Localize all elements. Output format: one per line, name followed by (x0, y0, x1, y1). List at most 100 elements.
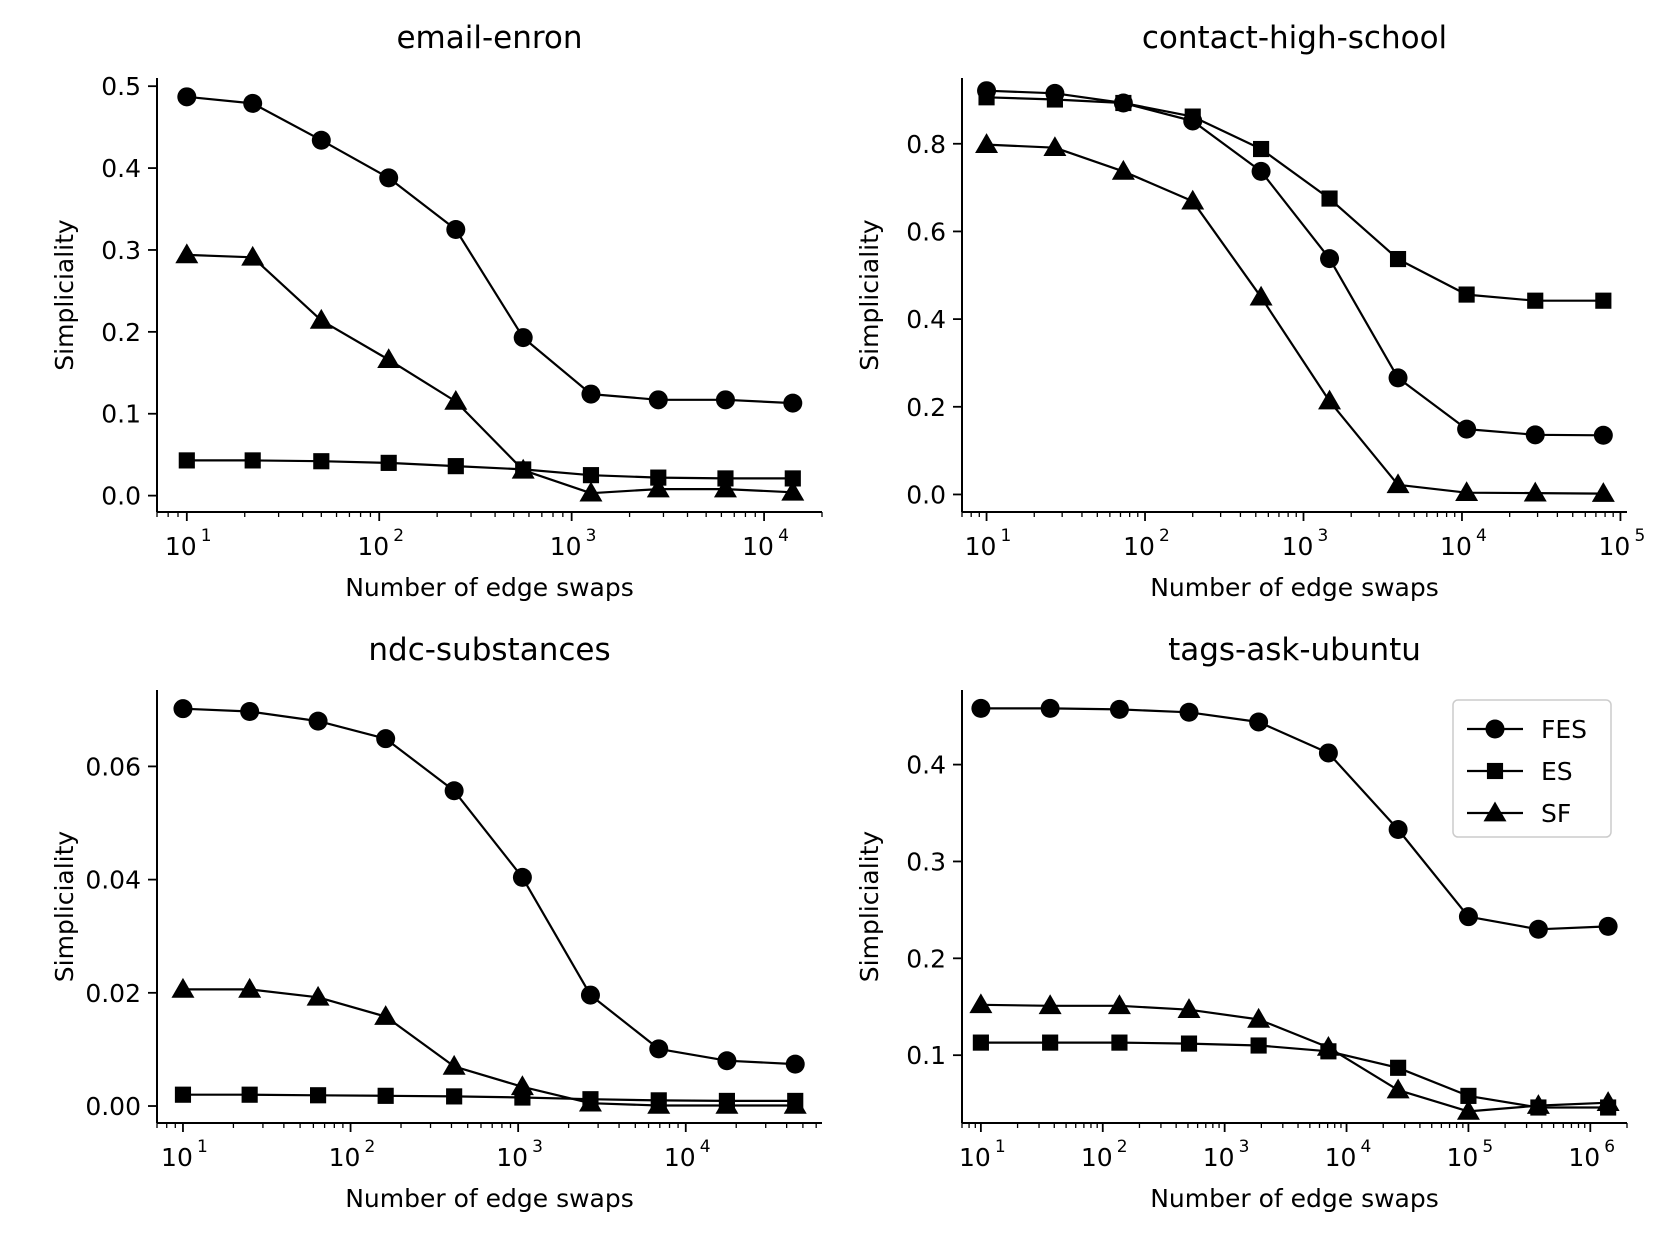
x-tick-label-exponent: 4 (1476, 526, 1487, 546)
data-point-FES (446, 219, 466, 239)
x-axis-label: Number of edge swaps (1150, 1184, 1439, 1213)
y-tick-label: 0.4 (101, 154, 141, 183)
series-ES (978, 89, 1612, 309)
legend-marker-FES (1485, 719, 1505, 739)
data-point-ES (1390, 1059, 1407, 1076)
data-point-ES (978, 89, 995, 106)
data-point-SF (715, 1093, 739, 1114)
data-point-SF (306, 985, 330, 1006)
x-tick-label: 10 (1123, 532, 1155, 561)
x-tick-label: 10 (1081, 1143, 1113, 1172)
data-point-ES (972, 1034, 989, 1051)
data-point-ES (582, 467, 600, 484)
x-tick-label: 10 (742, 532, 774, 561)
x-axis-label: Number of edge swaps (345, 1184, 634, 1213)
y-tick-label: 0.2 (906, 393, 946, 422)
data-point-ES (1253, 140, 1270, 158)
data-point-FES (311, 130, 331, 150)
series-SF (175, 243, 805, 502)
data-point-FES (512, 867, 532, 887)
data-point-SF (510, 1075, 534, 1096)
series-line-FES (182, 707, 796, 1066)
data-point-FES (1388, 368, 1408, 388)
x-tick-label-exponent: 3 (1239, 1137, 1250, 1157)
y-tick-label: 0.5 (101, 72, 141, 101)
data-point-FES (177, 87, 197, 107)
series-line-SF (186, 253, 793, 495)
data-point-ES (446, 1088, 463, 1105)
legend-box (1452, 699, 1612, 838)
data-point-FES (1388, 819, 1408, 839)
data-point-ES (241, 1086, 258, 1103)
data-point-SF (171, 977, 195, 998)
data-point-ES (377, 1087, 394, 1104)
data-point-ES (1389, 250, 1407, 268)
data-point-SF (1107, 994, 1131, 1015)
x-tick-label-exponent: 1 (197, 1137, 208, 1157)
data-point-FES (376, 729, 396, 749)
data-point-SF (647, 1093, 671, 1114)
series-ES (972, 1034, 1617, 1116)
series-FES (177, 87, 803, 413)
y-tick-label: 0.04 (85, 866, 141, 895)
chart-title: contact-high-school (1142, 20, 1447, 56)
data-point-FES (1179, 702, 1199, 722)
data-point-ES (310, 1087, 327, 1104)
data-point-FES (379, 168, 399, 188)
x-tick-label-exponent: 2 (393, 526, 404, 546)
data-point-SF (783, 1093, 807, 1114)
data-point-SF (578, 1091, 602, 1112)
data-point-FES (1040, 698, 1060, 718)
data-point-SF (1181, 189, 1205, 210)
legend-label-FES: FES (1541, 715, 1587, 744)
data-point-SF (646, 477, 670, 498)
y-tick-label: 0.2 (101, 318, 141, 347)
data-point-ES (1042, 1034, 1059, 1051)
x-tick-label-exponent: 5 (1482, 1137, 1493, 1157)
data-point-SF (713, 477, 737, 498)
x-tick-label-exponent: 4 (700, 1137, 711, 1157)
x-tick-label-exponent: 2 (1117, 1137, 1128, 1157)
series-FES (971, 698, 1618, 939)
data-point-FES (1593, 425, 1613, 445)
x-tick-label: 10 (1282, 532, 1314, 561)
data-point-ES (380, 454, 397, 471)
x-tick-label: 10 (1325, 1143, 1357, 1172)
x-tick-label: 10 (1203, 1143, 1235, 1172)
x-tick-label-exponent: 6 (1604, 1137, 1615, 1157)
x-axis-label: Number of edge swaps (345, 573, 634, 602)
x-tick-label-exponent: 4 (1361, 1137, 1372, 1157)
legend-marker-SF (1483, 801, 1507, 822)
data-point-ES (1184, 108, 1201, 125)
x-tick-label: 10 (664, 1143, 696, 1172)
data-point-ES (174, 1086, 192, 1103)
series-line-FES (980, 707, 1609, 931)
data-point-SF (1318, 389, 1342, 410)
y-axis-label: Simpliciality (855, 219, 884, 371)
data-point-FES (513, 328, 533, 348)
series-FES (977, 81, 1613, 445)
x-tick-label-exponent: 2 (1159, 526, 1170, 546)
data-point-SF (1043, 136, 1067, 157)
x-tick-label: 10 (1447, 1143, 1479, 1172)
series-line-ES (183, 1093, 796, 1103)
data-point-SF (1249, 285, 1273, 306)
x-tick-label: 10 (161, 1143, 193, 1172)
series-line-FES (986, 89, 1604, 437)
series-SF (975, 133, 1615, 502)
series-line-SF (986, 143, 1604, 495)
data-point-ES (447, 458, 464, 475)
y-tick-label: 0.1 (906, 1041, 946, 1070)
y-tick-label: 0.02 (85, 979, 141, 1008)
x-tick-label: 10 (1440, 532, 1472, 561)
data-point-SF (175, 243, 199, 264)
data-point-ES (1180, 1035, 1198, 1052)
data-point-SF (241, 245, 265, 266)
data-point-SF (1596, 1091, 1620, 1111)
data-point-ES (244, 452, 261, 469)
series-line-ES (986, 96, 1604, 302)
data-point-FES (1598, 916, 1618, 936)
data-point-SF (969, 993, 993, 1014)
